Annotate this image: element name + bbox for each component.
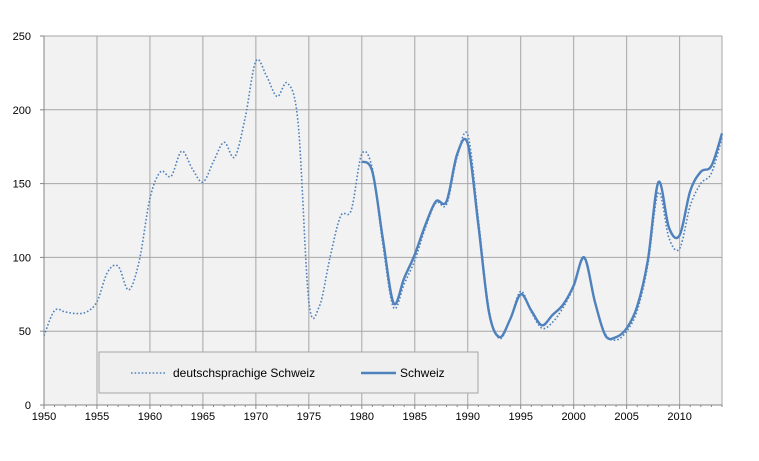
legend: deutschsprachige Schweiz Schweiz [98,351,479,394]
x-tick-label-1965: 1965 [191,411,215,423]
y-tick-labels: 0 50 100 150 200 250 [13,31,44,412]
x-tick-label-2000: 2000 [561,411,585,423]
y-tick-label-250: 250 [13,31,31,43]
x-tick-label-2005: 2005 [614,411,638,423]
x-tick-label-1960: 1960 [138,411,162,423]
plot-area [44,36,722,405]
y-tick-label-200: 200 [13,105,31,117]
horizontal-gridlines [44,35,722,332]
series-layer [43,58,724,342]
x-tick-label-1970: 1970 [244,411,268,423]
x-tick-label-1980: 1980 [350,411,374,423]
x-tick-label-1985: 1985 [403,411,427,423]
x-tick-label-2010: 2010 [667,411,691,423]
legend-label-schweiz: Schweiz [400,366,445,380]
x-tick-label-1955: 1955 [85,411,109,423]
x-tick-label-1950: 1950 [32,411,56,423]
series-line-schweiz [360,133,724,341]
x-tick-labels: 1950 1955 1960 1965 1970 1975 1980 1985 1990 1995… [32,405,723,423]
y-tick-label-100: 100 [13,252,31,264]
x-tick-label-1975: 1975 [297,411,321,423]
legend-label-deutschsprachige-schweiz: deutschsprachige Schweiz [173,366,315,380]
y-tick-label-0: 0 [25,400,31,412]
x-tick-label-1995: 1995 [508,411,532,423]
legend-box [98,351,479,394]
x-tick-label-1990: 1990 [456,411,480,423]
y-tick-label-150: 150 [13,179,31,191]
y-tick-label-50: 50 [19,326,31,338]
vertical-gridlines [96,36,723,405]
